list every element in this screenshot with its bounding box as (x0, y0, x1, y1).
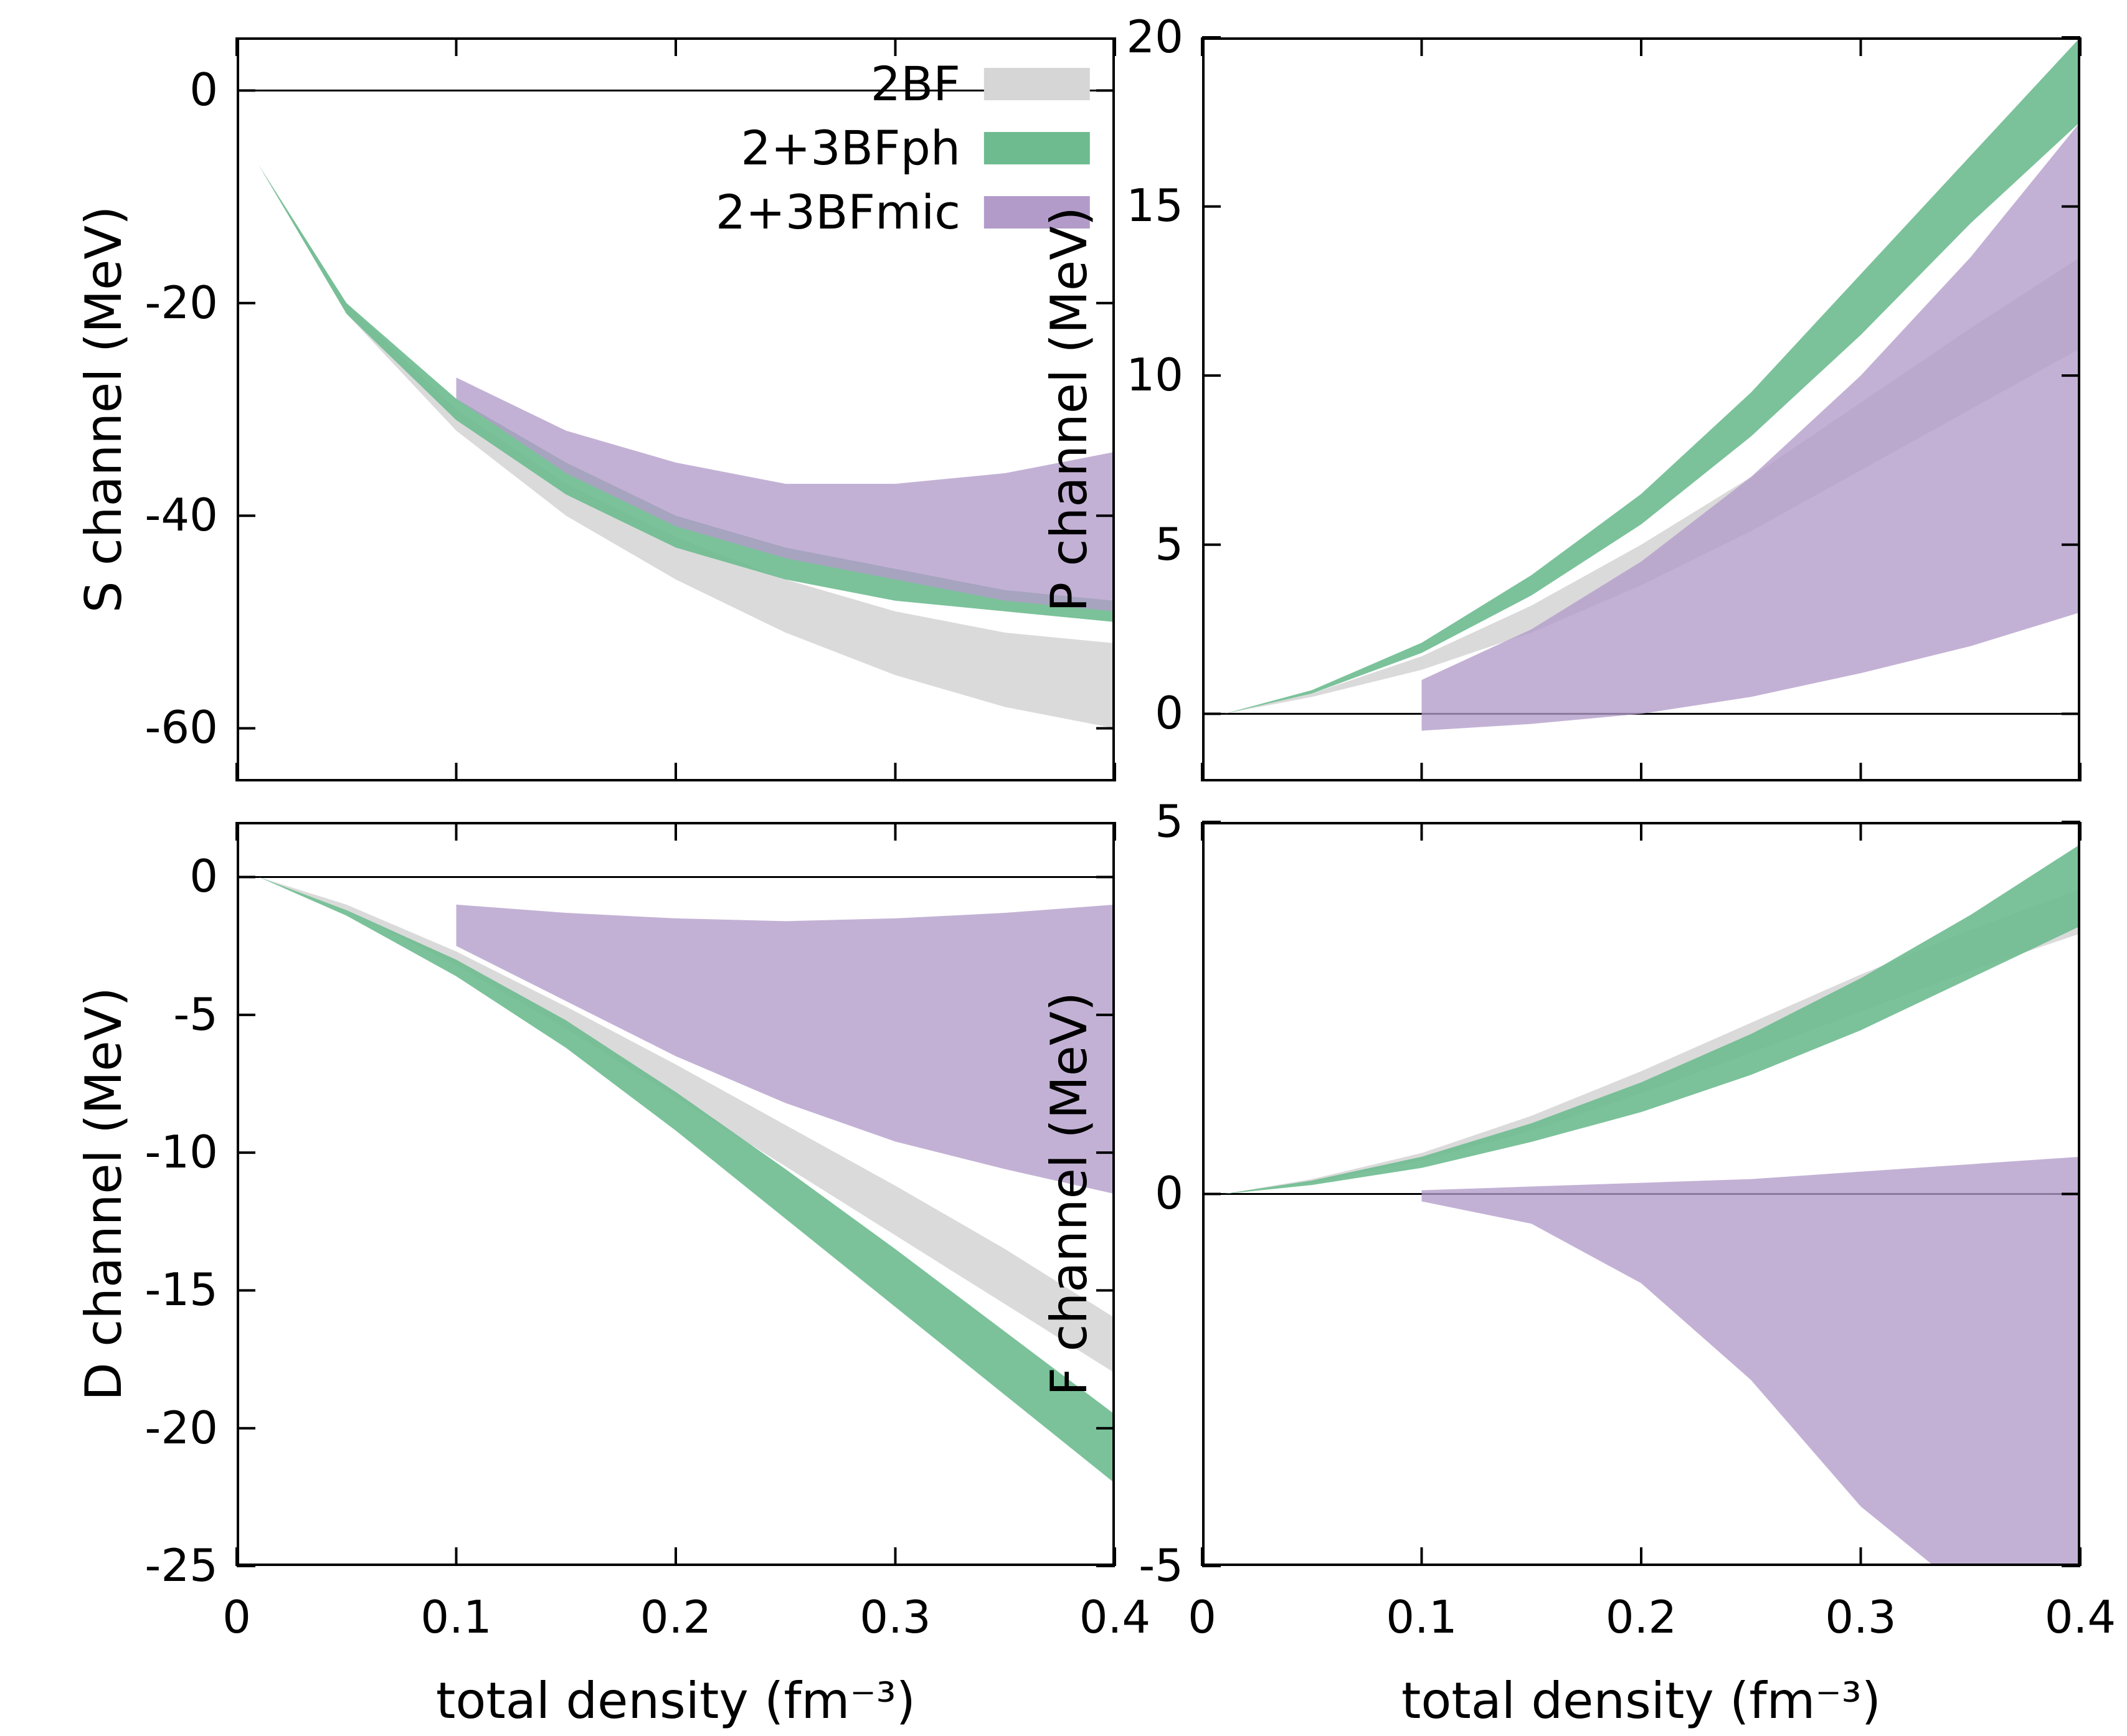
xtick-label: 0 (1127, 1591, 1277, 1643)
yaxis-label: D channel (MeV) (75, 822, 133, 1566)
yaxis-label: S channel (MeV) (75, 37, 133, 781)
legend-item: 2+3BFmic (716, 184, 1090, 240)
xtick-label: 0.2 (1566, 1591, 1716, 1643)
xtick-label: 0.3 (1786, 1591, 1936, 1643)
axes (1202, 37, 2080, 781)
yaxis-label: P channel (MeV) (1040, 37, 1098, 781)
xtick-label: 0.3 (821, 1591, 970, 1643)
xtick-label: 0.1 (1347, 1591, 1497, 1643)
legend: 2BF 2+3BFph 2+3BFmic (716, 56, 1090, 248)
panel-p (1202, 37, 2080, 781)
panel-d (237, 822, 1115, 1566)
legend-item: 2+3BFph (716, 120, 1090, 176)
xtick-label: 0.4 (2006, 1591, 2127, 1643)
xtick-label: 0 (162, 1591, 311, 1643)
figure: -60-40-200S channel (MeV)2BF2+3BFph2+3BF… (0, 0, 2127, 1736)
legend-label: 2BF (871, 56, 960, 111)
yaxis-label: F channel (MeV) (1040, 822, 1098, 1566)
legend-label: 2+3BFmic (716, 184, 960, 240)
axes (237, 822, 1115, 1566)
xtick-label: 0.1 (382, 1591, 531, 1643)
xtick-label: 0.2 (601, 1591, 751, 1643)
axes (1202, 822, 2080, 1566)
xaxis-label: total density (fm⁻³) (237, 1672, 1115, 1730)
panel-f (1202, 822, 2080, 1566)
xaxis-label: total density (fm⁻³) (1202, 1672, 2080, 1730)
legend-label: 2+3BFph (741, 120, 960, 176)
legend-item: 2BF (716, 56, 1090, 111)
